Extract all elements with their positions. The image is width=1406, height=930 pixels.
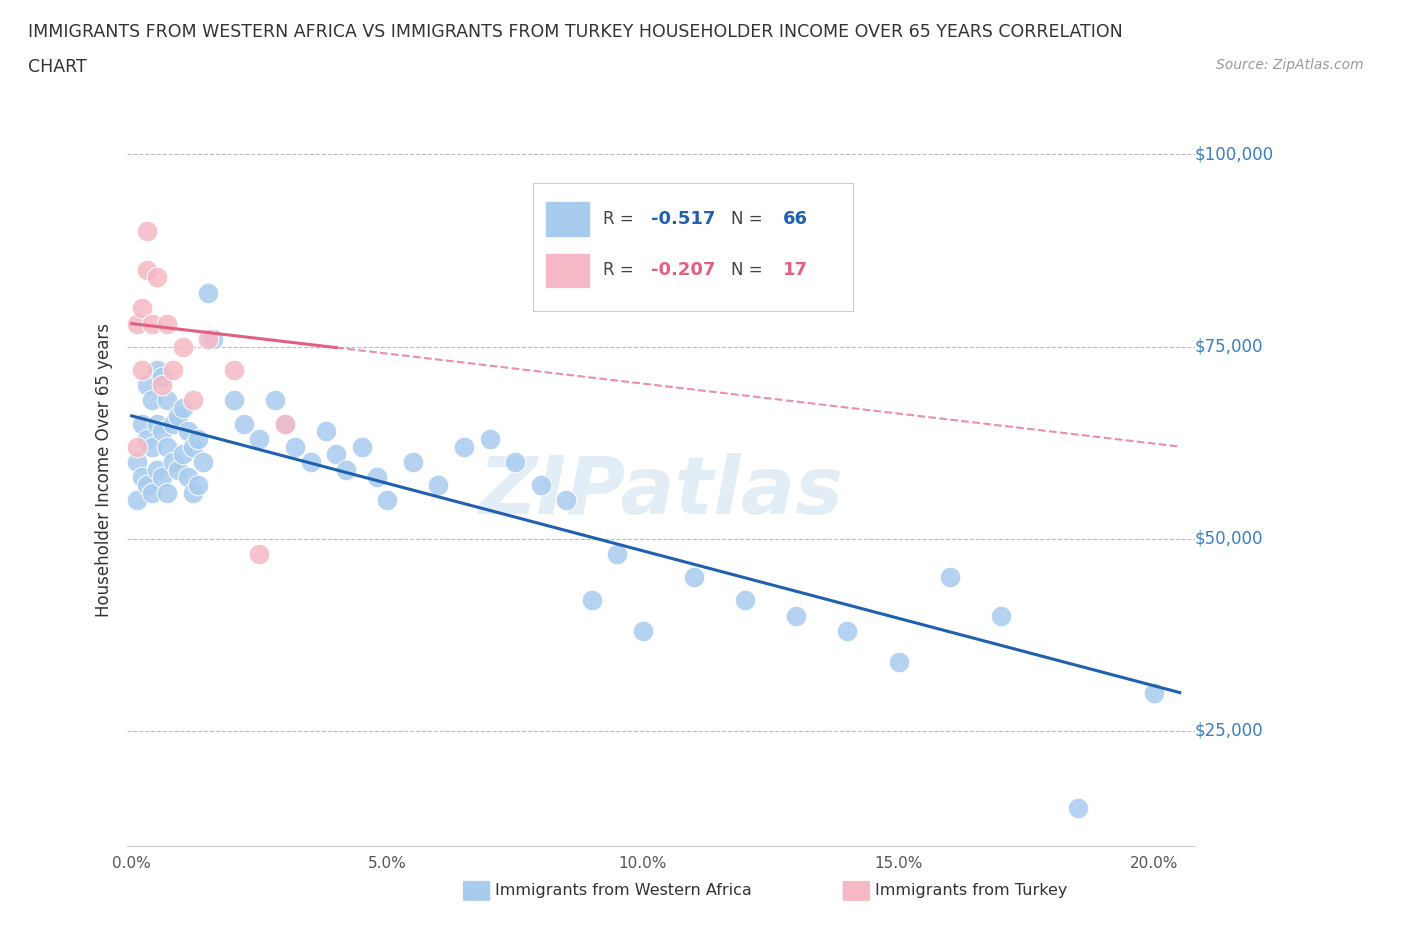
Point <box>162 416 184 431</box>
Point <box>150 470 173 485</box>
Point <box>197 286 219 300</box>
Point <box>141 485 163 500</box>
Point <box>274 416 297 431</box>
Point <box>172 446 194 461</box>
Point <box>503 455 526 470</box>
Point <box>530 478 553 493</box>
Point <box>131 363 153 378</box>
Point <box>146 462 169 477</box>
Point <box>146 363 169 378</box>
Point <box>887 655 910 670</box>
Point <box>131 470 153 485</box>
Point <box>1143 685 1166 700</box>
Point <box>222 363 245 378</box>
Point <box>315 424 337 439</box>
Point <box>181 439 204 454</box>
Point <box>172 401 194 416</box>
Point <box>233 416 256 431</box>
Point <box>274 416 297 431</box>
Point <box>156 393 179 408</box>
Point <box>631 624 654 639</box>
Point <box>166 462 188 477</box>
Point <box>136 478 159 493</box>
Point <box>478 432 501 446</box>
Text: $25,000: $25,000 <box>1195 722 1264 740</box>
Point <box>150 378 173 392</box>
Point <box>284 439 307 454</box>
Text: Immigrants from Turkey: Immigrants from Turkey <box>875 884 1067 898</box>
Point <box>141 439 163 454</box>
Point <box>125 439 148 454</box>
Point <box>1066 801 1088 816</box>
Point <box>366 470 388 485</box>
Point <box>683 570 706 585</box>
Text: ZIPatlas: ZIPatlas <box>478 453 844 531</box>
Point <box>555 493 578 508</box>
Point <box>249 547 271 562</box>
Text: $100,000: $100,000 <box>1195 145 1274 164</box>
Point <box>263 393 285 408</box>
Point <box>141 316 163 331</box>
Point <box>335 462 357 477</box>
Point <box>785 608 807 623</box>
Point <box>131 300 153 315</box>
Point <box>181 393 204 408</box>
Point <box>187 478 209 493</box>
Point <box>837 624 859 639</box>
Point <box>162 363 184 378</box>
Point <box>156 439 179 454</box>
Point <box>187 432 209 446</box>
Point <box>606 547 628 562</box>
Point <box>131 416 153 431</box>
Text: Immigrants from Western Africa: Immigrants from Western Africa <box>495 884 752 898</box>
Point <box>938 570 960 585</box>
Point <box>125 316 148 331</box>
Y-axis label: Householder Income Over 65 years: Householder Income Over 65 years <box>94 323 112 617</box>
Point <box>141 393 163 408</box>
Text: IMMIGRANTS FROM WESTERN AFRICA VS IMMIGRANTS FROM TURKEY HOUSEHOLDER INCOME OVER: IMMIGRANTS FROM WESTERN AFRICA VS IMMIGR… <box>28 23 1123 41</box>
Point <box>375 493 398 508</box>
Point <box>325 446 347 461</box>
Point <box>162 455 184 470</box>
Point <box>146 270 169 285</box>
Point <box>581 593 603 608</box>
Point <box>136 432 159 446</box>
Point <box>150 424 173 439</box>
Point <box>453 439 475 454</box>
Point <box>299 455 322 470</box>
Point <box>172 339 194 354</box>
Point <box>193 455 215 470</box>
Text: $75,000: $75,000 <box>1195 338 1264 355</box>
Text: CHART: CHART <box>28 58 87 75</box>
Point <box>181 485 204 500</box>
Point <box>734 593 756 608</box>
Point <box>136 262 159 277</box>
Point <box>350 439 373 454</box>
Point <box>125 493 148 508</box>
Point <box>177 424 200 439</box>
Point <box>427 478 450 493</box>
Point <box>222 393 245 408</box>
Point <box>136 224 159 239</box>
Point <box>150 370 173 385</box>
Point <box>990 608 1012 623</box>
Point <box>402 455 425 470</box>
Point <box>125 455 148 470</box>
Point <box>146 416 169 431</box>
Point <box>197 331 219 346</box>
Point <box>249 432 271 446</box>
Point <box>156 316 179 331</box>
Point <box>177 470 200 485</box>
Text: $50,000: $50,000 <box>1195 530 1264 548</box>
Point <box>136 378 159 392</box>
Point <box>166 408 188 423</box>
Text: Source: ZipAtlas.com: Source: ZipAtlas.com <box>1216 58 1364 72</box>
Point <box>202 331 225 346</box>
Point <box>156 485 179 500</box>
